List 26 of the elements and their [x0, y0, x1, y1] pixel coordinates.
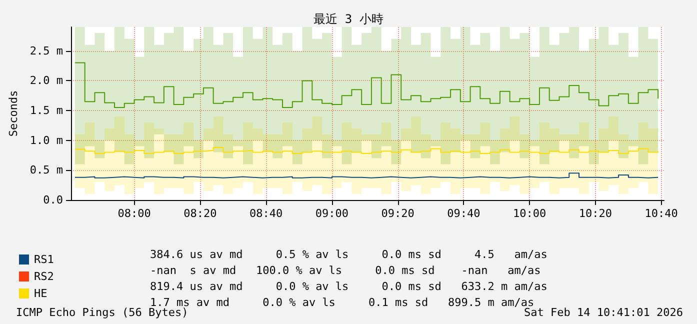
x-tick-label: 10:20 [578, 207, 612, 220]
x-tick-label: 10:00 [513, 207, 546, 220]
x-tick-label: 09:20 [381, 207, 414, 220]
legend-label: RS1 [34, 253, 54, 266]
text: -nan s av md 100.0 % av ls 0.0 ms sd -nan am/as [150, 264, 541, 277]
y-axis-title: Seconds [7, 90, 20, 137]
y-tick-label: 0.5 m [30, 164, 64, 177]
legend-label: HE [34, 287, 48, 300]
text: 819.4 us av md 0.0 % av ls 0.0 ms sd 633.2 m am/as [150, 280, 548, 293]
x-tick-label: 08:00 [118, 207, 151, 220]
y-tick-label: 2.0 m [30, 74, 64, 88]
y-tick-label: 2.5 m [30, 44, 64, 58]
text: ICMP Echo Pings (56 Bytes) [16, 306, 188, 319]
y-tick-label: 1.5 m [30, 104, 64, 118]
legend-label: RS2 [34, 270, 54, 283]
x-tick-label: 10:40 [644, 207, 678, 220]
text: 384.6 us av md 0.5 % av ls 0.0 ms sd 4.5 am/as [150, 248, 548, 261]
x-tick-label: 08:20 [184, 207, 217, 220]
text: Sat Feb 14 10:41:01 2026 [524, 306, 684, 319]
chart-title: 最近 3 小時 [314, 12, 384, 26]
x-tick-label: 08:40 [249, 207, 283, 220]
y-tick-label: 0.0 [43, 194, 64, 206]
text: 1.7 ms av md 0.0 % av ls 0.1 ms sd 899.5 m am/as [150, 296, 534, 309]
y-tick-label: 1.0 m [30, 134, 64, 147]
x-tick-label: 09:40 [447, 207, 480, 220]
x-tick-label: 09:00 [315, 207, 348, 220]
